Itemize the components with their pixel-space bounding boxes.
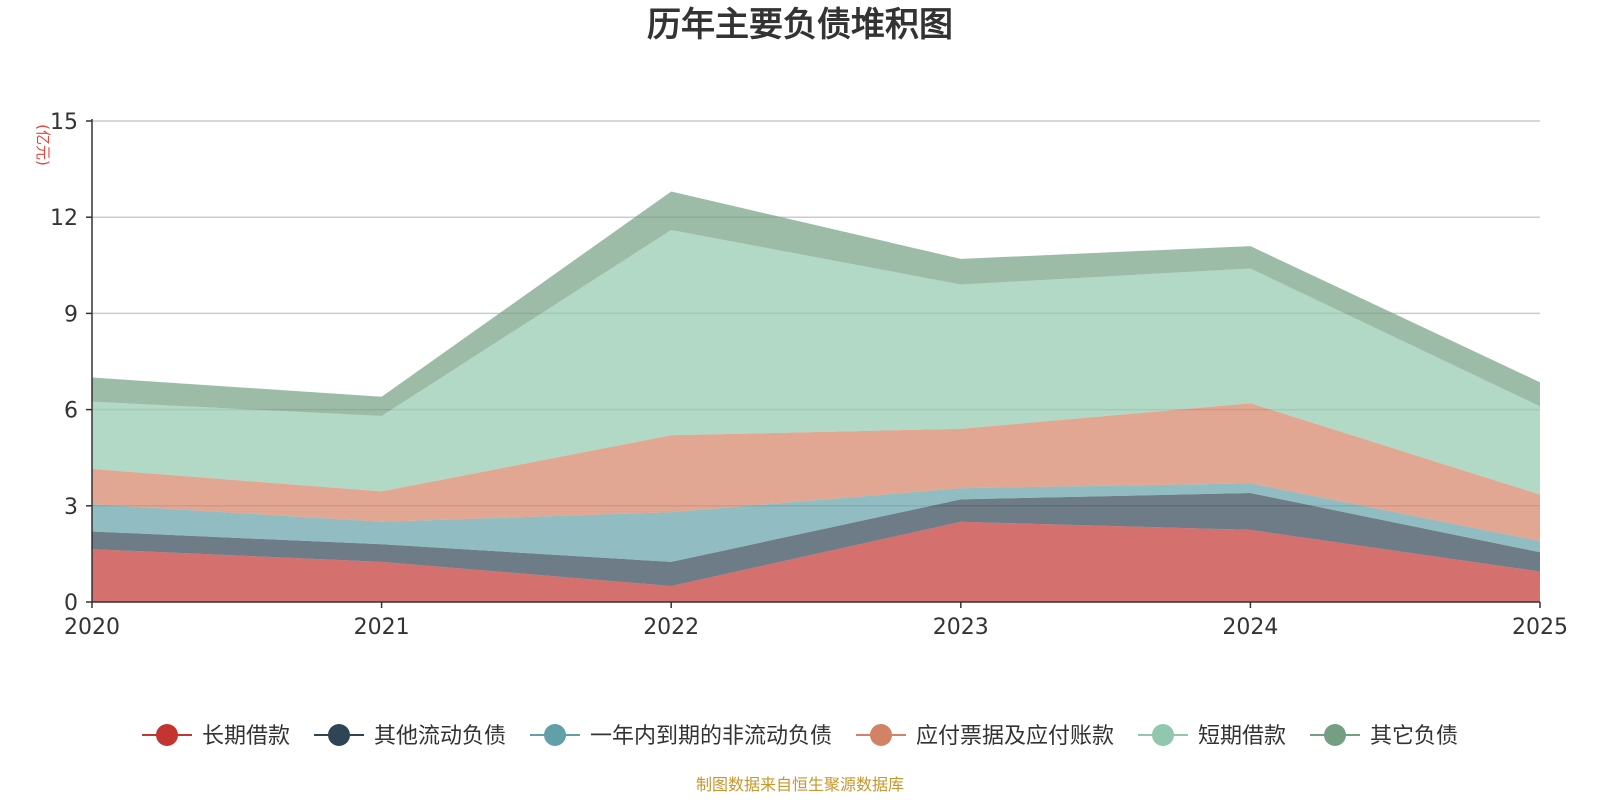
area-series-5 bbox=[92, 230, 1540, 495]
y-axis-unit-label: (亿元) bbox=[34, 124, 52, 166]
legend-circle-icon bbox=[870, 724, 892, 746]
legend-item-5[interactable]: 短期借款 bbox=[1138, 724, 1286, 749]
x-tick-label: 2025 bbox=[1512, 615, 1568, 640]
x-tick-label: 2022 bbox=[643, 615, 699, 640]
legend-label: 一年内到期的非流动负债 bbox=[590, 724, 832, 749]
y-tick-label: 3 bbox=[64, 495, 78, 520]
legend-item-1[interactable]: 长期借款 bbox=[142, 724, 290, 749]
area-series-4 bbox=[92, 403, 1540, 542]
legend-item-4[interactable]: 应付票据及应付账款 bbox=[856, 724, 1114, 749]
legend-label: 其他流动负债 bbox=[374, 724, 506, 749]
legend-circle-icon bbox=[156, 724, 178, 746]
legend-label: 其它负债 bbox=[1370, 724, 1458, 749]
y-tick-label: 9 bbox=[64, 302, 78, 327]
x-tick-label: 2020 bbox=[64, 615, 120, 640]
area-series-group bbox=[92, 191, 1540, 602]
axes: 0 3 6 9 12 15 2020 2021 2022 2023 2024 2025 bbox=[50, 110, 1568, 640]
legend-item-6[interactable]: 其它负债 bbox=[1310, 724, 1458, 749]
legend-item-3[interactable]: 一年内到期的非流动负债 bbox=[530, 724, 832, 749]
x-tick-label: 2023 bbox=[933, 615, 989, 640]
legend-label: 长期借款 bbox=[202, 724, 290, 749]
area-series-6 bbox=[92, 191, 1540, 416]
legend-circle-icon bbox=[1324, 724, 1346, 746]
chart-title: 历年主要负债堆积图 bbox=[647, 5, 953, 45]
legend-item-2[interactable]: 其他流动负债 bbox=[314, 724, 506, 749]
y-tick-label: 6 bbox=[64, 399, 78, 424]
x-tick-label: 2024 bbox=[1222, 615, 1278, 640]
legend-label: 应付票据及应付账款 bbox=[916, 724, 1114, 749]
y-tick-label: 15 bbox=[50, 110, 78, 135]
legend-circle-icon bbox=[328, 724, 350, 746]
legend: 长期借款 其他流动负债 一年内到期的非流动负债 应付票据及应付账款 短期借款 其它负债 bbox=[142, 724, 1458, 749]
legend-label: 短期借款 bbox=[1198, 724, 1286, 749]
legend-circle-icon bbox=[1152, 724, 1174, 746]
legend-circle-icon bbox=[544, 724, 566, 746]
y-tick-label: 0 bbox=[64, 591, 78, 616]
data-source-note: 制图数据来自恒生聚源数据库 bbox=[696, 775, 904, 794]
x-tick-label: 2021 bbox=[354, 615, 410, 640]
y-tick-label: 12 bbox=[50, 206, 78, 231]
area-series-2 bbox=[92, 493, 1540, 586]
area-series-3 bbox=[92, 483, 1540, 562]
area-series-1 bbox=[92, 521, 1540, 602]
